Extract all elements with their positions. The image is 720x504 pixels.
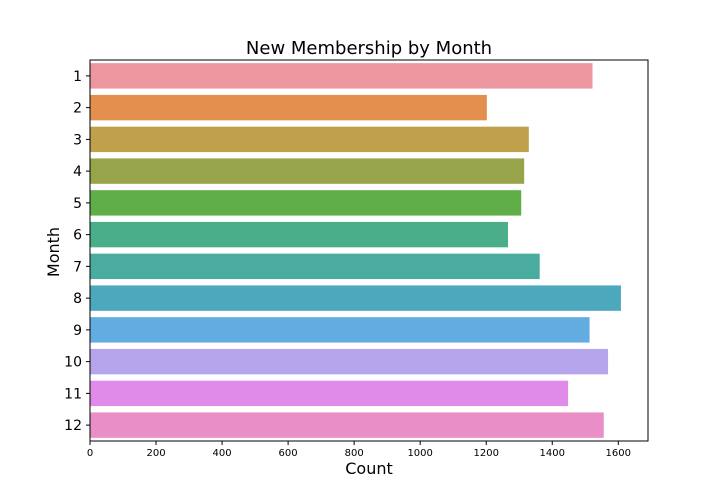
- chart-title: New Membership by Month: [246, 38, 492, 59]
- y-tick-label: 5: [73, 196, 82, 212]
- y-tick-label: 3: [73, 132, 82, 148]
- y-axis-label: Month: [44, 227, 63, 277]
- x-tick-label: 0: [87, 448, 93, 459]
- x-tick-label: 1000: [407, 448, 432, 459]
- x-tick-label: 400: [213, 448, 232, 459]
- y-tick-label: 4: [73, 164, 82, 180]
- y-tick-label: 9: [73, 323, 82, 339]
- x-tick-label: 200: [146, 448, 165, 459]
- bar-month-11: [90, 380, 569, 407]
- x-tick-label: 600: [279, 448, 298, 459]
- bar-month-6: [90, 221, 509, 248]
- bar-month-2: [90, 94, 487, 121]
- y-tick-label: 1: [73, 69, 82, 85]
- y-tick-label: 8: [73, 291, 82, 307]
- bar-month-8: [90, 285, 621, 311]
- x-tick-label: 1600: [606, 448, 631, 459]
- bar-month-10: [90, 348, 609, 375]
- bar-month-9: [90, 317, 590, 343]
- x-tick-label: 1200: [473, 448, 498, 459]
- y-tick-label: 6: [73, 228, 82, 244]
- plot-frame: [89, 59, 649, 442]
- y-tick-label: 11: [64, 386, 82, 402]
- bar-month-7: [90, 253, 540, 280]
- x-tick-label: 800: [345, 448, 364, 459]
- bar-month-12: [90, 412, 604, 438]
- y-tick-label: 2: [73, 101, 82, 117]
- bar-month-4: [90, 158, 525, 184]
- bar-month-1: [90, 63, 593, 89]
- x-tick-label: 1400: [540, 448, 565, 459]
- bar-month-5: [90, 190, 522, 216]
- y-tick-label: 7: [73, 259, 82, 275]
- bars-group: [90, 63, 621, 438]
- bar-month-3: [90, 126, 529, 153]
- x-axis-label: Count: [345, 459, 393, 478]
- y-tick-label: 12: [64, 418, 82, 434]
- y-tick-label: 10: [64, 355, 82, 371]
- x-axis-ticks: 0 200 400 600 800 1000 1200 1400 1600: [87, 441, 631, 459]
